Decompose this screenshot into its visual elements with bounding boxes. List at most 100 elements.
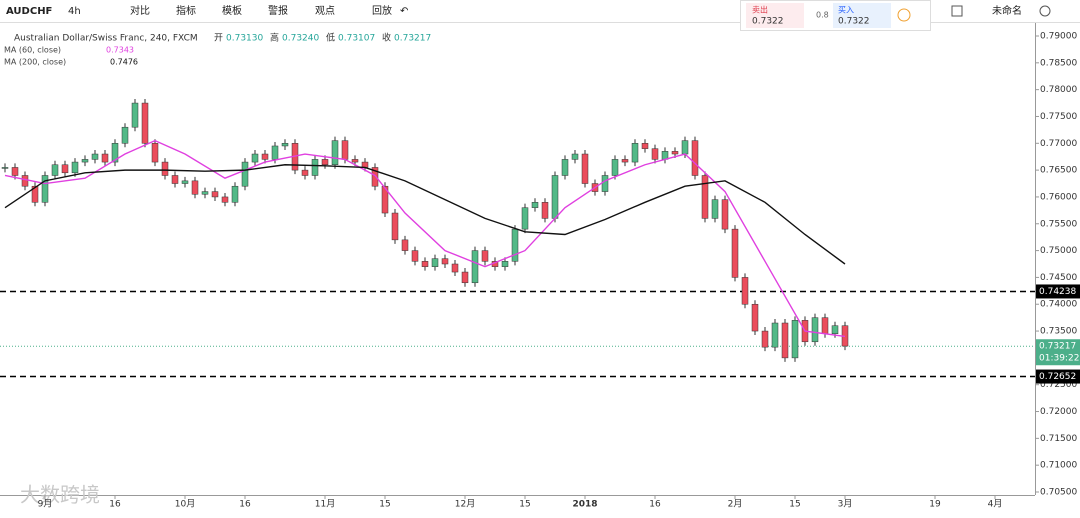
candle (21, 175, 29, 187)
sell-price: 0.7322 (752, 17, 784, 27)
y-tick-label: 0.70500 (1040, 488, 1077, 498)
price-tag (1036, 369, 1080, 384)
x-tick-label: 16 (239, 500, 251, 510)
price-tag-label: 0.72652 (1039, 372, 1076, 382)
candle (51, 164, 59, 176)
y-tick-label: 0.77000 (1040, 139, 1077, 149)
candle (441, 258, 449, 265)
candle (151, 143, 159, 163)
buy-button[interactable] (833, 3, 891, 28)
candle (711, 199, 719, 219)
x-tick-label: 15 (789, 500, 800, 510)
candle (431, 258, 439, 267)
replay[interactable]: 回放 (372, 4, 392, 17)
ohlc-label: 开 (214, 33, 223, 44)
candle (271, 145, 279, 160)
candle (331, 140, 339, 166)
watermark: 大数跨境 (20, 483, 100, 507)
candle (371, 167, 379, 187)
y-tick-label: 0.75000 (1040, 246, 1077, 256)
buy-price: 0.7322 (838, 17, 870, 27)
candle (701, 175, 709, 219)
candle (121, 126, 129, 144)
candle (781, 322, 789, 359)
legend-ma200-value: 0.7476 (110, 58, 138, 67)
ohlc-label: 低 (326, 32, 335, 44)
candle (171, 175, 179, 184)
x-tick-label: 15 (519, 500, 530, 510)
candle (481, 250, 489, 262)
compare[interactable]: 对比 (130, 4, 150, 17)
candle (381, 185, 389, 214)
candle (341, 140, 349, 160)
candle (241, 161, 249, 187)
y-tick-label: 0.77500 (1040, 112, 1077, 122)
checkbox[interactable] (951, 5, 963, 17)
y-tick-label: 0.73500 (1040, 327, 1077, 337)
candle (231, 185, 239, 203)
ideas[interactable]: 观点 (315, 5, 335, 17)
candle (81, 159, 89, 163)
y-tick-label: 0.71000 (1040, 461, 1077, 471)
y-tick-label: 0.75500 (1040, 219, 1077, 229)
alerts[interactable]: 警报 (268, 4, 288, 17)
moving-average (4, 164, 846, 265)
candle (201, 191, 209, 195)
candle (771, 322, 779, 348)
layout-name[interactable]: 未命名 (992, 4, 1022, 17)
countdown: 01:39:22 (1039, 354, 1079, 364)
x-tick-label: 11月 (315, 499, 335, 510)
sell-button[interactable] (746, 3, 804, 28)
legend-ma60: MA (60, close) (4, 46, 61, 55)
x-tick-label: 12月 (455, 499, 475, 510)
candle (71, 161, 79, 174)
x-tick-label: 16 (109, 500, 121, 510)
candle (721, 199, 729, 230)
candle (461, 271, 469, 284)
x-tick-label: 4月 (988, 499, 1003, 510)
moving-average (4, 139, 846, 338)
candle (311, 159, 319, 176)
ohlc-value: 0.73217 (394, 34, 431, 44)
indicators[interactable]: 指标 (176, 4, 196, 17)
x-tick-label: 15 (379, 500, 390, 510)
info-icon[interactable] (897, 8, 911, 22)
x-tick-label: 16 (649, 500, 661, 510)
y-tick-label: 0.79000 (1040, 32, 1077, 42)
symbol[interactable]: AUDCHF (6, 6, 52, 17)
y-tick-label: 0.76000 (1040, 192, 1077, 202)
candle (351, 159, 359, 163)
y-tick-label: 0.72500 (1040, 380, 1077, 390)
y-tick-label: 0.71500 (1040, 434, 1077, 444)
y-tick-label: 0.74500 (1040, 273, 1077, 283)
ohlc-value: 0.73107 (338, 34, 375, 44)
candle (261, 153, 269, 160)
templates[interactable]: 模板 (222, 4, 242, 17)
candle (191, 180, 199, 195)
x-tick-label: 2018 (572, 500, 597, 510)
candle (531, 202, 539, 208)
candle (551, 175, 559, 219)
candle (621, 159, 629, 163)
candle (421, 261, 429, 267)
undo[interactable]: ↶ (400, 6, 408, 17)
candle (91, 153, 99, 160)
candle (811, 317, 819, 343)
candle (501, 261, 509, 267)
x-tick-label: 19 (929, 500, 941, 510)
candle (31, 185, 39, 203)
candle (111, 143, 119, 163)
interval[interactable]: 4h (68, 6, 81, 17)
y-tick-label: 0.74000 (1040, 300, 1077, 310)
candle (101, 153, 109, 163)
candle (181, 180, 189, 184)
buy-label: 买入 (838, 6, 854, 15)
candle (601, 175, 609, 192)
candle (611, 159, 619, 176)
candle (761, 330, 769, 348)
settings-icon[interactable] (1039, 5, 1051, 17)
candle (221, 196, 229, 203)
y-tick-label: 0.76500 (1040, 166, 1077, 176)
